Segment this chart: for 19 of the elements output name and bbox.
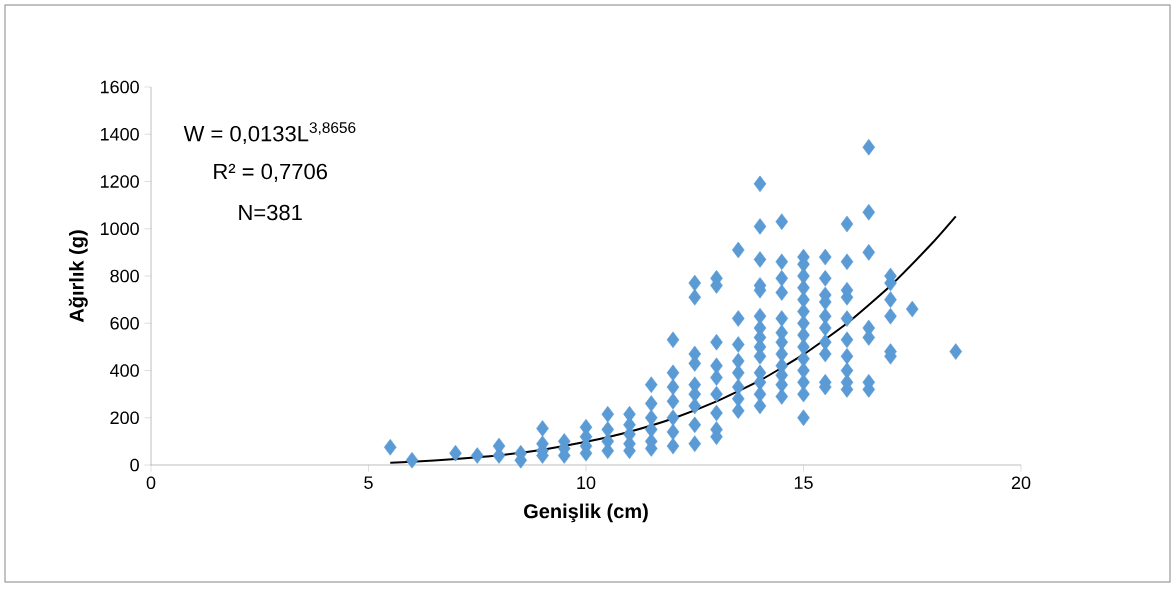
- y-tick-label: 400: [110, 364, 139, 377]
- y-tick-label: 0: [130, 458, 139, 472]
- y-tick-label: 200: [110, 411, 139, 425]
- x-axis-title: Genişlik (cm): [524, 503, 648, 523]
- y-tick-label: 800: [110, 269, 139, 283]
- x-tick-label: 0: [146, 476, 156, 490]
- y-tick-label: 1400: [100, 127, 139, 141]
- y-tick-label: 600: [110, 316, 139, 330]
- x-tick-label: 5: [364, 476, 373, 489]
- y-axis-title: Ağırlık (g): [68, 230, 88, 323]
- annotation: N=381: [239, 204, 302, 221]
- y-tick-label: 1600: [100, 80, 139, 94]
- annotation: R² = 0,7706: [214, 163, 327, 182]
- x-tick-label: 15: [794, 476, 813, 489]
- x-tick-label: 10: [577, 476, 596, 490]
- x-tick-label: 20: [1011, 476, 1031, 490]
- y-tick-label: 1000: [100, 222, 139, 236]
- y-tick-label: 1200: [100, 175, 139, 188]
- annotation: W = 0,0133L$^{3,8656}$: [183, 122, 356, 145]
